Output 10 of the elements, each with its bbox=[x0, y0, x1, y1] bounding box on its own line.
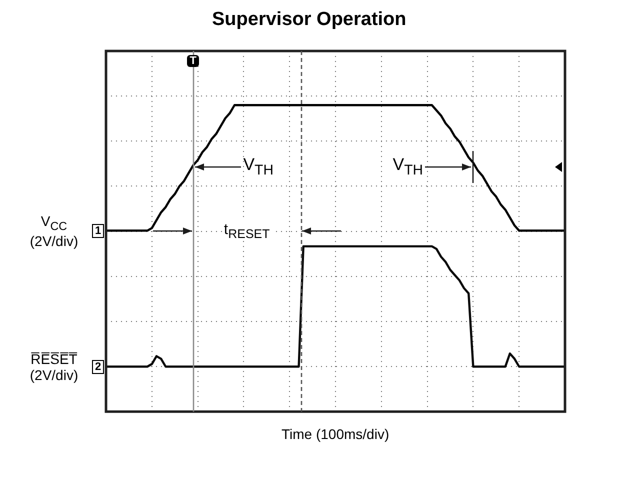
annotation: V$_{TH}$ bbox=[243, 155, 274, 178]
legend-label: V$_{CC}$ (2V/div) bbox=[28, 212, 80, 249]
x-axis-title: Time (100ms/div) bbox=[282, 426, 390, 442]
chart-title: Supervisor Operation bbox=[212, 9, 406, 31]
text: T bbox=[186, 55, 200, 67]
annotation: t$_{RESET}$ bbox=[222, 220, 272, 241]
annotation: V$_{TH}$ bbox=[392, 155, 423, 178]
legend-label: R̅E̅S̅E̅T̅ (2V/div) bbox=[28, 350, 80, 383]
text: 1 bbox=[92, 224, 104, 238]
text: 2 bbox=[92, 360, 104, 374]
